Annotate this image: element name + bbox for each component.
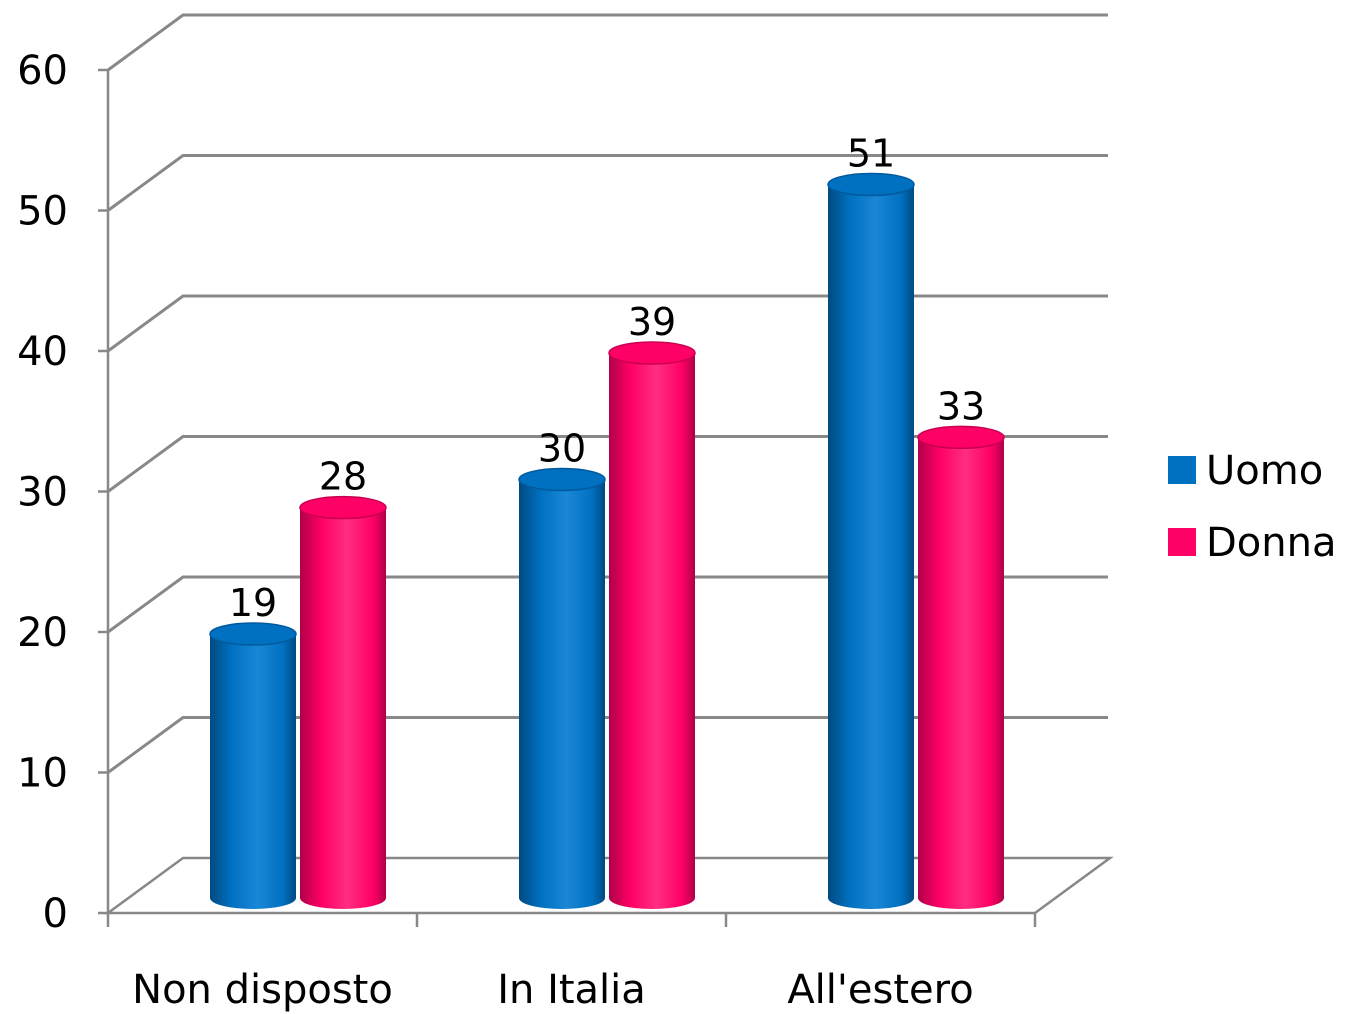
bar-top-uomo — [518, 467, 606, 492]
x-axis: Non disposto In Italia All'estero — [106, 913, 1037, 1013]
y-tick-label: 0 — [43, 891, 68, 937]
bar-donna — [918, 437, 1004, 909]
legend-swatch-uomo — [1168, 456, 1196, 484]
y-tick-label: 20 — [17, 610, 68, 656]
y-tick-label: 30 — [17, 470, 68, 516]
bar-top-donna — [608, 341, 696, 365]
x-category-label: All'estero — [787, 967, 973, 1013]
x-category-label: In Italia — [497, 967, 646, 1013]
data-label: 39 — [628, 300, 676, 344]
y-tick-label: 40 — [17, 329, 68, 375]
bar-uomo — [828, 184, 914, 909]
data-label: 30 — [538, 427, 586, 471]
data-label: 28 — [319, 455, 367, 499]
bars — [209, 172, 1005, 909]
bar-top-uomo — [209, 622, 297, 646]
y-tick-label: 50 — [17, 189, 68, 235]
gridline — [107, 13, 1108, 72]
bar-donna — [609, 353, 695, 909]
x-category-label: Non disposto — [132, 967, 393, 1013]
gridline — [107, 294, 1108, 353]
bar-uomo — [519, 479, 605, 909]
y-tick-label: 60 — [17, 48, 68, 94]
bar-top-donna — [299, 495, 387, 520]
bar-uomo — [210, 634, 296, 909]
gridline — [107, 435, 1108, 493]
legend-label-donna: Donna — [1206, 520, 1337, 566]
legend-label-uomo: Uomo — [1206, 448, 1323, 494]
bar-top-uomo — [827, 172, 915, 197]
legend-swatch-donna — [1168, 528, 1196, 556]
data-label: 33 — [937, 384, 985, 428]
y-tick-label: 10 — [17, 751, 68, 797]
data-label: 51 — [847, 131, 895, 175]
y-axis-ticks: 0 10 20 30 40 50 60 — [17, 48, 108, 937]
data-label: 19 — [229, 581, 277, 625]
bar-donna — [300, 507, 386, 909]
gridline — [107, 716, 1108, 774]
legend: Uomo Donna — [1168, 448, 1337, 566]
data-labels: 19 28 30 39 51 33 — [229, 131, 985, 625]
gridline — [107, 575, 1108, 634]
bar-top-donna — [917, 425, 1005, 450]
gridline — [107, 154, 1108, 212]
